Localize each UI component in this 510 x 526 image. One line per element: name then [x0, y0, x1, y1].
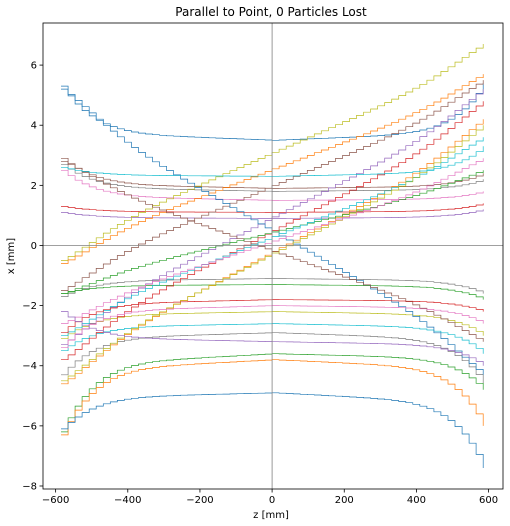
x-tick-label: 600 — [479, 495, 498, 506]
y-tick-label: 6 — [31, 61, 37, 72]
y-tick-label: 0 — [31, 241, 37, 252]
series-line — [61, 203, 484, 213]
series-line — [61, 209, 484, 219]
x-tick-label: −200 — [186, 495, 213, 506]
x-tick-label: 0 — [269, 495, 275, 506]
series-line — [61, 146, 484, 177]
y-tick-label: 4 — [31, 121, 37, 132]
plot-area: −600 −400 −200 0 200 400 600 −8 −6 −4 −2 0 2 4 6 — [22, 22, 504, 506]
x-tick-label: −600 — [42, 495, 69, 506]
y-tick-label: −6 — [22, 421, 37, 432]
x-tick-label: 400 — [407, 495, 426, 506]
x-tick-label: −400 — [114, 495, 141, 506]
x-axis-label: z [mm] — [253, 510, 289, 521]
series-line — [61, 299, 484, 334]
y-tick-label: −2 — [22, 301, 37, 312]
y-axis-label: x [mm] — [6, 238, 17, 274]
y-tick-label: −8 — [22, 481, 37, 492]
chart-title: Parallel to Point, 0 Particles Lost — [175, 5, 367, 19]
plot-frame — [42, 22, 504, 490]
y-tick-label: −4 — [22, 361, 37, 372]
x-tick-label: 200 — [335, 495, 354, 506]
y-tick-label: 2 — [31, 181, 37, 192]
series-line — [61, 284, 484, 300]
